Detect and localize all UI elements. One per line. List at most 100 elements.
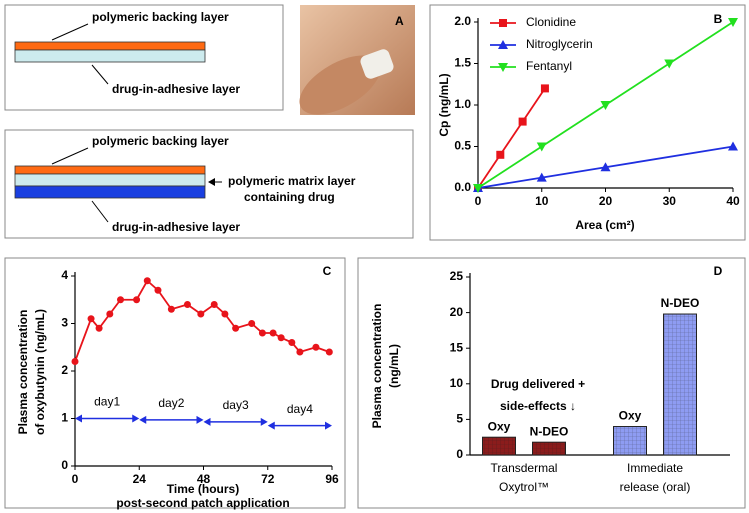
bar — [663, 313, 697, 456]
adhesive-layer — [14, 185, 206, 199]
y-axis-label: Plasma concentration — [16, 310, 30, 435]
diagram-box — [4, 129, 414, 239]
arrow-head — [325, 421, 332, 430]
marker — [277, 334, 285, 342]
diagram-box — [4, 4, 284, 111]
y-axis-label: of oxybutynin (ng/mL) — [33, 309, 47, 435]
photo-finger — [299, 55, 381, 115]
x-tick-label: Immediate — [627, 461, 683, 475]
bar-label: N-DEO — [661, 296, 700, 310]
x-axis-label: Area (cm²) — [575, 218, 634, 232]
diagram-label: polymeric matrix layer — [228, 174, 356, 188]
y-tick-label: 0.0 — [454, 180, 471, 194]
arrow — [51, 23, 89, 41]
marker — [183, 301, 191, 308]
panel-box — [357, 257, 746, 509]
series-line — [477, 145, 734, 189]
arrow-head — [75, 414, 82, 423]
arrow-head — [196, 415, 204, 424]
y-tick-label: 1 — [61, 411, 68, 425]
y-axis-label: (ng/mL) — [387, 344, 401, 388]
diagram-label: containing drug — [244, 190, 335, 204]
arrow — [91, 200, 109, 223]
x-tick-label: 40 — [726, 194, 740, 208]
marker — [133, 296, 141, 304]
diagram-label: polymeric backing layer — [92, 10, 229, 24]
y-tick-label: 2.0 — [454, 14, 471, 28]
legend-marker — [499, 19, 507, 27]
marker — [87, 315, 95, 323]
marker — [540, 84, 549, 93]
marker — [296, 348, 304, 356]
marker — [536, 142, 547, 152]
photo-patch — [360, 49, 394, 79]
x-axis-label: Time (hours) — [167, 482, 239, 496]
marker — [600, 162, 611, 172]
legend-marker — [498, 63, 508, 72]
backing-layer — [14, 165, 206, 175]
arrow-head — [208, 178, 215, 186]
x-tick-label: 24 — [133, 472, 147, 486]
marker — [143, 277, 151, 285]
x-tick-label: 20 — [599, 194, 613, 208]
x-tick-label: 72 — [261, 472, 275, 486]
adhesive-layer — [14, 49, 206, 63]
marker — [95, 324, 103, 332]
marker — [728, 141, 738, 151]
marker — [496, 150, 505, 159]
marker — [167, 305, 175, 313]
y-tick-label: 0 — [61, 458, 68, 472]
series-line — [477, 87, 546, 189]
annotation: day1 — [94, 395, 120, 409]
y-tick-label: 0.5 — [454, 139, 471, 153]
diagram-label: polymeric backing layer — [92, 134, 229, 148]
marker — [210, 301, 218, 308]
marker — [473, 184, 483, 193]
x-tick-label: 48 — [197, 472, 211, 486]
y-tick-label: 0 — [456, 447, 463, 461]
arrow-head — [132, 414, 140, 423]
marker — [536, 172, 547, 182]
y-axis-label: Plasma concentration — [370, 304, 384, 429]
bar-label: Oxy — [488, 419, 511, 433]
legend-label: Fentanyl — [526, 59, 572, 73]
annotation: day4 — [287, 402, 313, 416]
marker — [288, 339, 296, 346]
series-line — [74, 279, 330, 362]
legend-label: Nitroglycerin — [526, 37, 593, 51]
x-tick-label: Transdermal — [491, 461, 558, 475]
panel-box — [429, 4, 746, 241]
panel-label: B — [714, 12, 723, 26]
bar — [482, 436, 516, 456]
x-tick-label: release (oral) — [620, 480, 691, 494]
marker — [232, 324, 240, 332]
y-tick-label: 10 — [450, 376, 464, 390]
matrix-layer — [14, 173, 206, 187]
legend-marker — [498, 40, 508, 49]
panel-label: A — [395, 14, 404, 28]
x-axis-label: post-second patch application — [116, 496, 289, 510]
marker — [221, 310, 229, 318]
y-axis-label: Cp (ng/mL) — [437, 73, 451, 136]
y-tick-label: 1.5 — [454, 56, 471, 70]
y-tick-label: 4 — [61, 268, 68, 282]
arrow — [91, 64, 109, 85]
arrow-head — [260, 417, 268, 426]
backing-layer — [14, 41, 206, 51]
y-tick-label: 1.0 — [454, 97, 471, 111]
x-tick-label: 0 — [475, 194, 482, 208]
marker — [117, 296, 125, 304]
arrow-head — [267, 421, 275, 430]
panel-box — [4, 257, 346, 509]
bar — [613, 426, 647, 456]
y-tick-label: 3 — [61, 316, 68, 330]
marker — [248, 320, 256, 327]
marker — [71, 358, 79, 365]
y-tick-label: 20 — [450, 305, 464, 319]
diagram-label: drug-in-adhesive layer — [112, 82, 240, 96]
marker — [518, 117, 527, 126]
x-tick-label: 30 — [663, 194, 677, 208]
diagram-label: drug-in-adhesive layer — [112, 220, 240, 234]
